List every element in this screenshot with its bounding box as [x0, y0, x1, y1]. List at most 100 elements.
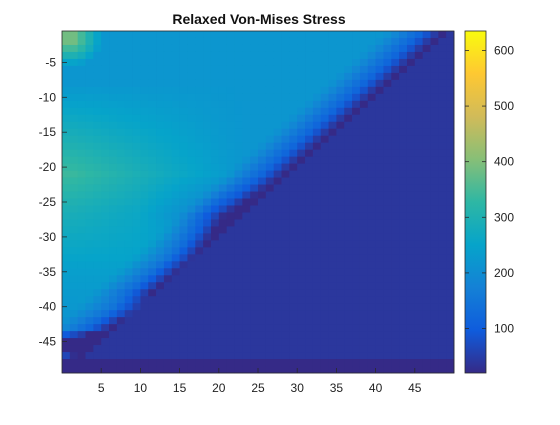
- heatmap-cell: [430, 51, 439, 60]
- heatmap-cell: [116, 100, 126, 109]
- heatmap-cell: [297, 128, 306, 137]
- heatmap-cell: [273, 282, 282, 290]
- heatmap-cell: [305, 296, 314, 304]
- heatmap-cell: [85, 163, 94, 171]
- heatmap-cell: [116, 128, 126, 137]
- heatmap-cell: [399, 366, 408, 374]
- heatmap-cell: [344, 366, 353, 374]
- heatmap-cell: [171, 93, 180, 102]
- heatmap-cell: [218, 240, 227, 248]
- heatmap-cell: [93, 44, 102, 53]
- heatmap-cell: [101, 247, 110, 255]
- heatmap-cell: [195, 310, 204, 318]
- heatmap-cell: [85, 51, 94, 60]
- heatmap-cell: [265, 65, 275, 74]
- heatmap-cell: [375, 366, 384, 374]
- heatmap-cell: [375, 156, 384, 164]
- heatmap-cell: [85, 247, 94, 255]
- heatmap-cell: [109, 226, 118, 234]
- heatmap-cell: [430, 261, 439, 269]
- heatmap-cell: [399, 184, 408, 192]
- heatmap-cell: [101, 296, 110, 304]
- heatmap-cell: [273, 240, 282, 248]
- heatmap-cell: [148, 31, 157, 39]
- heatmap-cell: [163, 170, 173, 178]
- heatmap-cell: [281, 163, 290, 171]
- heatmap-cell: [93, 282, 102, 290]
- heatmap-cell: [375, 233, 384, 241]
- heatmap-cell: [140, 324, 149, 332]
- heatmap-cell: [171, 58, 180, 67]
- heatmap-cell: [328, 65, 337, 74]
- heatmap-cell: [359, 31, 369, 39]
- heatmap-cell: [320, 212, 329, 220]
- heatmap-cells: [62, 31, 455, 374]
- heatmap-cell: [328, 345, 337, 353]
- heatmap-cell: [226, 135, 235, 144]
- heatmap-cell: [109, 282, 118, 290]
- heatmap-cell: [179, 191, 188, 199]
- heatmap-cell: [62, 282, 71, 290]
- heatmap-cell: [163, 198, 173, 206]
- heatmap-cell: [77, 352, 86, 360]
- heatmap-cell: [242, 114, 251, 123]
- heatmap-cell: [226, 205, 235, 213]
- heatmap-cell: [85, 107, 94, 116]
- heatmap-cell: [312, 233, 322, 241]
- heatmap-cell: [352, 170, 361, 178]
- heatmap-cell: [171, 212, 180, 220]
- heatmap-cell: [187, 191, 196, 199]
- heatmap-cell: [163, 317, 173, 325]
- heatmap-cell: [352, 107, 361, 116]
- heatmap-cell: [69, 219, 79, 227]
- heatmap-cell: [328, 310, 337, 318]
- heatmap-cell: [265, 128, 275, 137]
- heatmap-cell: [101, 79, 110, 88]
- heatmap-cell: [281, 156, 290, 164]
- heatmap-cell: [430, 135, 439, 144]
- heatmap-cell: [273, 184, 282, 192]
- heatmap-cell: [383, 261, 392, 269]
- heatmap-cell: [336, 72, 345, 81]
- heatmap-cell: [422, 65, 431, 74]
- heatmap-cell: [438, 198, 447, 206]
- heatmap-cell: [281, 317, 290, 325]
- heatmap-cell: [109, 37, 118, 46]
- heatmap-cell: [391, 219, 400, 227]
- heatmap-cell: [359, 226, 369, 234]
- heatmap-cell: [234, 93, 243, 102]
- heatmap-cell: [375, 282, 384, 290]
- heatmap-cell: [281, 345, 290, 353]
- heatmap-cell: [69, 58, 79, 67]
- heatmap-cell: [422, 345, 431, 353]
- heatmap-cell: [116, 205, 126, 213]
- heatmap-cell: [359, 149, 369, 157]
- heatmap-cell: [101, 254, 110, 262]
- heatmap-cell: [258, 31, 267, 39]
- heatmap-cell: [312, 72, 322, 81]
- heatmap-cell: [156, 317, 165, 325]
- heatmap-cell: [85, 296, 94, 304]
- heatmap-cell: [289, 359, 298, 367]
- heatmap-cell: [406, 51, 416, 60]
- heatmap-cell: [250, 268, 259, 276]
- heatmap-cell: [77, 317, 86, 325]
- heatmap-cell: [242, 254, 251, 262]
- heatmap-cell: [399, 303, 408, 311]
- heatmap-cell: [187, 205, 196, 213]
- heatmap-cell: [210, 177, 220, 185]
- heatmap-cell: [109, 254, 118, 262]
- heatmap-cell: [430, 72, 439, 81]
- heatmap-cell: [242, 93, 251, 102]
- heatmap-cell: [62, 184, 71, 192]
- heatmap-cell: [289, 142, 298, 151]
- heatmap-cell: [312, 254, 322, 262]
- heatmap-cell: [312, 240, 322, 248]
- heatmap-cell: [69, 163, 79, 171]
- heatmap-cell: [352, 58, 361, 67]
- heatmap-cell: [218, 135, 227, 144]
- heatmap-cell: [383, 226, 392, 234]
- heatmap-cell: [140, 345, 149, 353]
- heatmap-cell: [414, 51, 423, 60]
- heatmap-cell: [430, 128, 439, 137]
